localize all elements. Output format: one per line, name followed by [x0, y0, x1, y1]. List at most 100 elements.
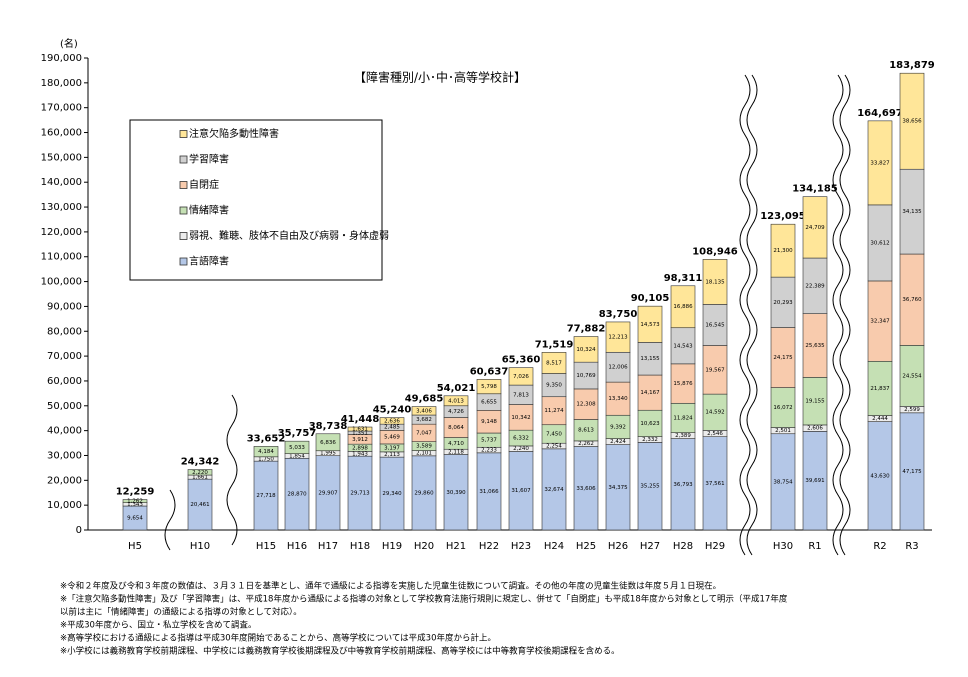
total-label: 33,652 — [247, 433, 286, 444]
legend-swatch — [179, 206, 188, 215]
value-label: 6,836 — [320, 440, 336, 446]
value-label: 38,754 — [773, 479, 793, 485]
bar-segment — [347, 426, 373, 432]
total-label: 83,750 — [599, 309, 638, 320]
footnote: ※小学校には義務教育学校前期課程、中学校には義務教育学校後期課程及び中等教育学校… — [60, 646, 620, 657]
bar-segment — [802, 257, 828, 314]
value-label: 10,769 — [576, 373, 596, 379]
total-label: 77,882 — [567, 324, 606, 335]
total-label: 164,697 — [857, 108, 903, 119]
value-label: 31,066 — [479, 489, 499, 495]
legend-label: 自閉症 — [189, 178, 219, 191]
value-label: 7,813 — [513, 392, 529, 398]
bar-segment — [508, 367, 534, 386]
total-label: 24,342 — [181, 457, 220, 468]
value-label: 1,943 — [352, 451, 368, 457]
value-label: 15,876 — [673, 381, 693, 387]
bar-segment — [443, 395, 469, 407]
bar-segment — [411, 455, 437, 531]
chart-title: 【障害種別/小･中･高等学校計】 — [354, 70, 526, 85]
bar-segment — [670, 363, 696, 404]
value-label: 2,332 — [642, 437, 658, 443]
x-tick-label: R1 — [808, 541, 821, 552]
x-tick-label: H24 — [544, 541, 564, 552]
legend-label: 弱視、難聴、肢体不自由及び病弱・身体虚弱 — [189, 229, 389, 242]
value-label: 2,485 — [384, 425, 400, 431]
bar-segment — [867, 360, 893, 416]
value-label: 34,375 — [608, 485, 628, 491]
bar-segment — [187, 469, 213, 476]
legend-swatch — [179, 257, 188, 266]
total-label: 65,360 — [502, 355, 541, 366]
value-label: 19,567 — [705, 367, 725, 373]
y-tick-label: 130,000 — [41, 202, 82, 213]
legend-swatch — [179, 181, 188, 189]
value-label: 1,661 — [192, 475, 208, 481]
total-label: 183,879 — [889, 60, 935, 71]
value-label: 39,691 — [805, 478, 824, 484]
value-label: 13,155 — [640, 356, 660, 362]
value-label: 6,655 — [481, 400, 497, 406]
value-label: 2,389 — [675, 433, 691, 439]
value-label: 2,101 — [416, 451, 432, 457]
value-label: 16,545 — [705, 322, 725, 328]
value-label: 14,592 — [705, 410, 724, 416]
total-label: 98,311 — [664, 273, 703, 284]
value-label: 32,347 — [870, 319, 890, 325]
value-label: 12,213 — [608, 335, 628, 341]
y-tick-label: 50,000 — [47, 401, 82, 412]
bar-segment — [122, 499, 148, 503]
bar-segment — [637, 342, 663, 376]
bar-segment — [573, 446, 599, 531]
x-tick-label: H29 — [705, 541, 725, 552]
axis-break — [164, 489, 176, 551]
value-label: 1,262 — [127, 499, 143, 505]
total-label: 35,757 — [278, 428, 317, 439]
value-label: 14,573 — [640, 322, 660, 328]
bar-segment — [315, 455, 341, 531]
y-tick-label: 10,000 — [47, 500, 82, 511]
total-label: 38,738 — [309, 421, 348, 432]
value-label: 2,599 — [904, 407, 920, 413]
value-label: 16,072 — [773, 405, 792, 411]
y-tick-label: 20,000 — [47, 475, 82, 486]
value-label: 37,561 — [705, 481, 724, 487]
value-label: 5,469 — [384, 435, 400, 441]
value-label: 34,135 — [902, 209, 922, 215]
footnote: ※平成30年度から、国立・私立学校を含めて調査。 — [60, 620, 256, 631]
bar-segment — [802, 431, 828, 531]
bar-segment — [802, 313, 828, 378]
x-tick-label: H30 — [773, 541, 793, 552]
value-label: 47,175 — [902, 469, 922, 475]
value-label: 38,656 — [902, 119, 922, 125]
value-label: 36,760 — [902, 297, 922, 303]
x-tick-label: H25 — [576, 541, 596, 552]
value-label: 2,233 — [481, 448, 497, 454]
value-label: 2,546 — [707, 431, 723, 437]
x-tick-label: H18 — [350, 541, 370, 552]
bar-segment — [670, 438, 696, 531]
y-tick-label: 170,000 — [41, 103, 82, 114]
axis-break — [746, 74, 758, 556]
legend-label: 情緒障害 — [189, 204, 229, 217]
value-label: 36,793 — [673, 482, 693, 488]
value-label: 2,501 — [775, 428, 791, 434]
value-label: 29,907 — [318, 490, 338, 496]
value-label: 35,255 — [640, 484, 660, 490]
bar-segment — [702, 304, 728, 346]
bar-segment — [605, 444, 631, 531]
value-label: 2,424 — [610, 439, 626, 445]
bar-segment — [670, 285, 696, 329]
bar-segment — [541, 352, 567, 374]
axis-break — [226, 394, 238, 546]
value-label: 9,392 — [610, 424, 626, 430]
footnote: ※「注意欠陥多動性障害」及び「学習障害」は、平成18年度から通級による指導の対象… — [60, 594, 788, 605]
value-label: 11,274 — [544, 408, 564, 414]
value-label: 33,827 — [870, 160, 890, 166]
axis-break — [839, 74, 851, 556]
total-label: 41,448 — [341, 414, 380, 425]
value-label: 25,635 — [805, 343, 825, 349]
y-tick-label: 90,000 — [47, 301, 82, 312]
bar-segment — [253, 446, 279, 458]
y-unit: (名) — [60, 37, 78, 50]
